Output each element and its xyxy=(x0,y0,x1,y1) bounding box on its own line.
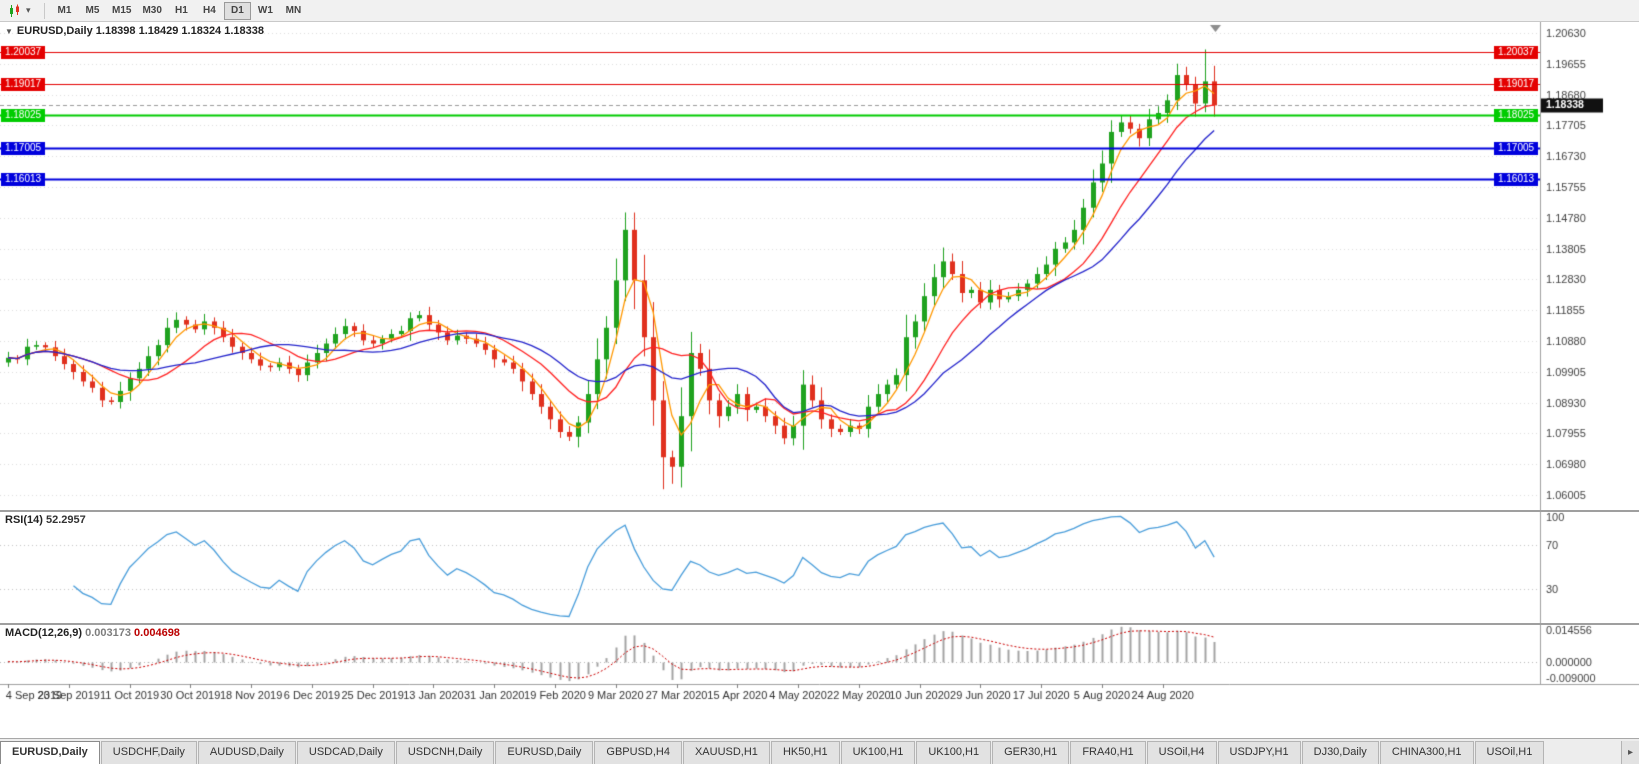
collapse-icon[interactable]: ▼ xyxy=(5,27,13,36)
tab-scroll-right-icon[interactable]: ▸ xyxy=(1621,741,1639,764)
timeframe-button-w1[interactable]: W1 xyxy=(252,2,279,20)
candlestick-chart-icon-svg xyxy=(10,4,19,17)
toolbar: ▾ M1 M5 M15 M30 H1 H4 D1 W1 MN xyxy=(0,0,1639,22)
timeframe-button-m5[interactable]: M5 xyxy=(79,2,106,20)
chart-tab-eurusd-daily[interactable]: EURUSD,Daily xyxy=(0,741,100,764)
chart-tab-dj30-daily[interactable]: DJ30,Daily xyxy=(1301,741,1379,764)
chart-tab-hk50-h1[interactable]: HK50,H1 xyxy=(770,741,840,764)
timeframe-button-m30[interactable]: M30 xyxy=(137,2,166,20)
chart-tab-usdcnh-daily[interactable]: USDCNH,Daily xyxy=(395,741,495,764)
chart-tab-usdchf-daily[interactable]: USDCHF,Daily xyxy=(100,741,197,764)
timeframe-button-mn[interactable]: MN xyxy=(280,2,307,20)
chart-tab-gbpusd-h4[interactable]: GBPUSD,H4 xyxy=(594,741,682,764)
chart-tab-fra40-h1[interactable]: FRA40,H1 xyxy=(1070,741,1146,764)
timeframe-button-m15[interactable]: M15 xyxy=(107,2,136,20)
toolbar-separator xyxy=(44,2,45,19)
pane-splitter-rsi[interactable] xyxy=(0,510,1639,512)
chart-tab-usoil-h4[interactable]: USOil,H4 xyxy=(1146,741,1217,764)
chart-type-dropdown-caret-icon[interactable]: ▾ xyxy=(26,5,31,15)
chart-tab-eurusd-daily[interactable]: EURUSD,Daily xyxy=(495,741,594,764)
timeframe-group: M1 M5 M15 M30 H1 H4 D1 W1 MN xyxy=(51,1,307,20)
chart-area: ▼ EURUSD,Daily 1.18398 1.18429 1.18324 1.… xyxy=(0,22,1639,738)
chart-tab-usdcad-daily[interactable]: USDCAD,Daily xyxy=(296,741,395,764)
chart-tab-uk100-h1[interactable]: UK100,H1 xyxy=(840,741,916,764)
chart-tab-uk100-h1[interactable]: UK100,H1 xyxy=(916,741,992,764)
timeframe-button-h1[interactable]: H1 xyxy=(168,2,195,20)
chart-tab-usoil-h1[interactable]: USOil,H1 xyxy=(1474,741,1545,764)
chart-tab-xauusd-h1[interactable]: XAUUSD,H1 xyxy=(682,741,770,764)
chart-tab-ger30-h1[interactable]: GER30,H1 xyxy=(992,741,1070,764)
price-chart-canvas[interactable] xyxy=(0,22,1639,738)
candlestick-chart-icon[interactable] xyxy=(5,2,25,20)
chart-tab-audusd-daily[interactable]: AUDUSD,Daily xyxy=(197,741,296,764)
timeframe-button-m1[interactable]: M1 xyxy=(51,2,78,20)
chart-tab-china300-h1[interactable]: CHINA300,H1 xyxy=(1379,741,1474,764)
timeframe-button-h4[interactable]: H4 xyxy=(196,2,223,20)
pane-splitter-macd[interactable] xyxy=(0,623,1639,625)
window-tab-bar: EURUSD,Daily USDCHF,Daily AUDUSD,Daily USDC… xyxy=(0,738,1639,764)
chart-tab-usdjpy-h1[interactable]: USDJPY,H1 xyxy=(1217,741,1301,764)
tab-bar-items: EURUSD,Daily USDCHF,Daily AUDUSD,Daily USDC… xyxy=(0,741,1621,764)
timeframe-button-d1[interactable]: D1 xyxy=(223,1,251,20)
